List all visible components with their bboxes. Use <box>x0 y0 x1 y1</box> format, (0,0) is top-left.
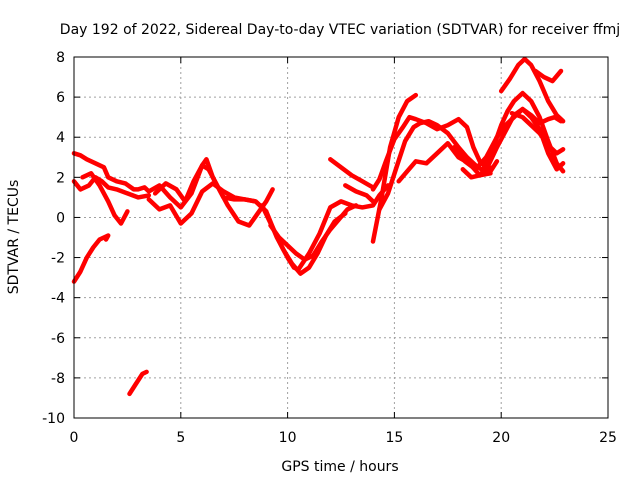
y-tick-label: 4 <box>56 130 65 146</box>
x-tick-label: 20 <box>492 430 510 446</box>
y-tick-label: -4 <box>51 291 65 307</box>
y-tick-label: -6 <box>51 331 65 347</box>
series-track-3 <box>80 171 130 226</box>
series-track-20 <box>533 68 564 84</box>
y-tick-label: 8 <box>56 50 65 66</box>
y-axis-label: SDTVAR / TECUs <box>6 180 22 295</box>
chart-title: Day 192 of 2022, Sidereal Day-to-day VTE… <box>60 22 620 38</box>
x-tick-label: 25 <box>599 430 617 446</box>
y-tick-label: -10 <box>42 411 65 427</box>
series-track-14 <box>377 118 495 212</box>
series-track-2 <box>71 175 152 200</box>
x-axis-label: GPS time / hours <box>281 459 398 475</box>
series-track-4 <box>152 163 275 228</box>
series-track-11 <box>343 183 376 204</box>
y-tick-label: 0 <box>56 210 65 226</box>
y-tick-label: 2 <box>56 170 65 186</box>
grid <box>74 57 608 418</box>
y-tick-label: -2 <box>51 251 65 267</box>
series-track-10 <box>328 157 376 190</box>
series-track-7 <box>268 203 359 262</box>
y-tick-label: -8 <box>51 371 65 387</box>
series-track-5 <box>146 181 269 226</box>
series-group <box>71 56 566 397</box>
series-track-21 <box>509 110 566 156</box>
y-tick-label: 6 <box>56 90 65 106</box>
x-tick-label: 5 <box>176 430 185 446</box>
series-track-9 <box>127 369 149 397</box>
series-track-19 <box>498 56 566 124</box>
axis-ticks: 0 5 10 15 20 25 -10 -8 -6 -4 -2 0 2 4 6 8 <box>42 50 617 446</box>
x-tick-label: 0 <box>70 430 79 446</box>
x-tick-label: 10 <box>279 430 297 446</box>
x-tick-label: 15 <box>385 430 403 446</box>
plot-frame <box>73 56 609 419</box>
series-track-8 <box>71 233 111 284</box>
